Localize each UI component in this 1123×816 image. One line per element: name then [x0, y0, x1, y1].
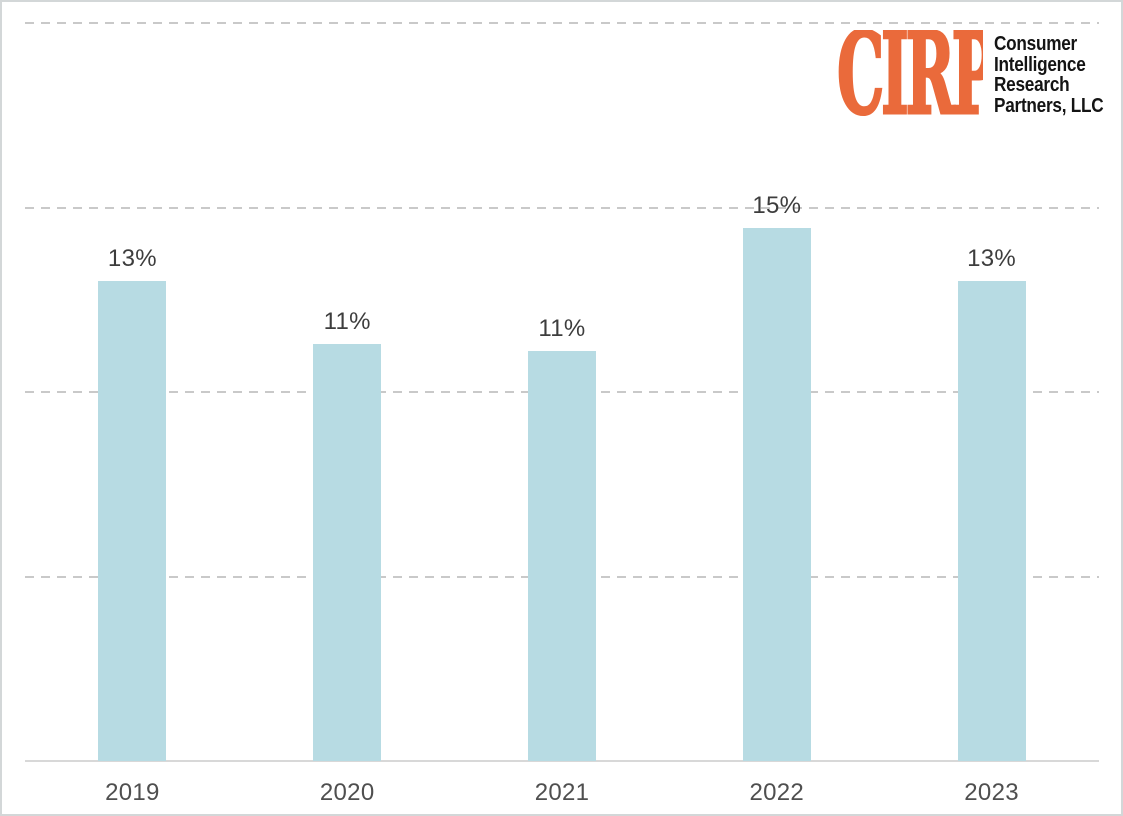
bar-2021 — [527, 351, 596, 761]
bar-2023 — [957, 281, 1026, 761]
logo-line: Research — [994, 74, 1070, 96]
bar-2020 — [313, 344, 382, 761]
bar-value-label-2019: 13% — [107, 245, 157, 273]
cirp-logo: CIRP Consumer Intelligence Research Part… — [837, 30, 1121, 120]
bar-value-label-2023: 13% — [967, 245, 1017, 273]
x-tick-label-2021: 2021 — [534, 779, 590, 806]
bar-2019 — [98, 281, 167, 761]
bar-value-label-2022: 15% — [752, 191, 802, 219]
cirp-wordmark-icon: CIRP — [837, 30, 983, 120]
logo-line: Intelligence — [994, 53, 1086, 76]
gridline-15pct — [25, 206, 1099, 209]
x-axis-line — [25, 760, 1099, 762]
logo-line: Consumer — [994, 33, 1078, 55]
x-tick-label-2019: 2019 — [105, 779, 160, 806]
bar-group-2019: 13% 2019 — [25, 23, 240, 806]
bar-value-label-2021: 11% — [538, 315, 586, 343]
bar-group-2023: 13% 2023 — [884, 23, 1099, 806]
plot-area: 13% 2019 11% 2020 11% 2021 15% 2022 13% 2023 — [25, 22, 1099, 806]
gridline-20pct — [25, 22, 1099, 24]
x-tick-label-2022: 2022 — [749, 779, 805, 806]
bar-group-2020: 11% 2020 — [240, 23, 455, 806]
x-tick-label-2023: 2023 — [964, 779, 1019, 806]
bar-group-2021: 11% 2021 — [455, 23, 670, 806]
bar-2022 — [742, 227, 811, 761]
cirp-wordmark-text: CIRP — [837, 30, 983, 120]
x-tick-label-2020: 2020 — [319, 779, 375, 806]
logo-line: Partners, LLC — [994, 94, 1104, 117]
bar-value-label-2020: 11% — [323, 308, 371, 336]
cirp-company-name: Consumer Intelligence Research Partners,… — [994, 30, 1104, 117]
bar-group-2022: 15% 2022 — [669, 23, 884, 806]
